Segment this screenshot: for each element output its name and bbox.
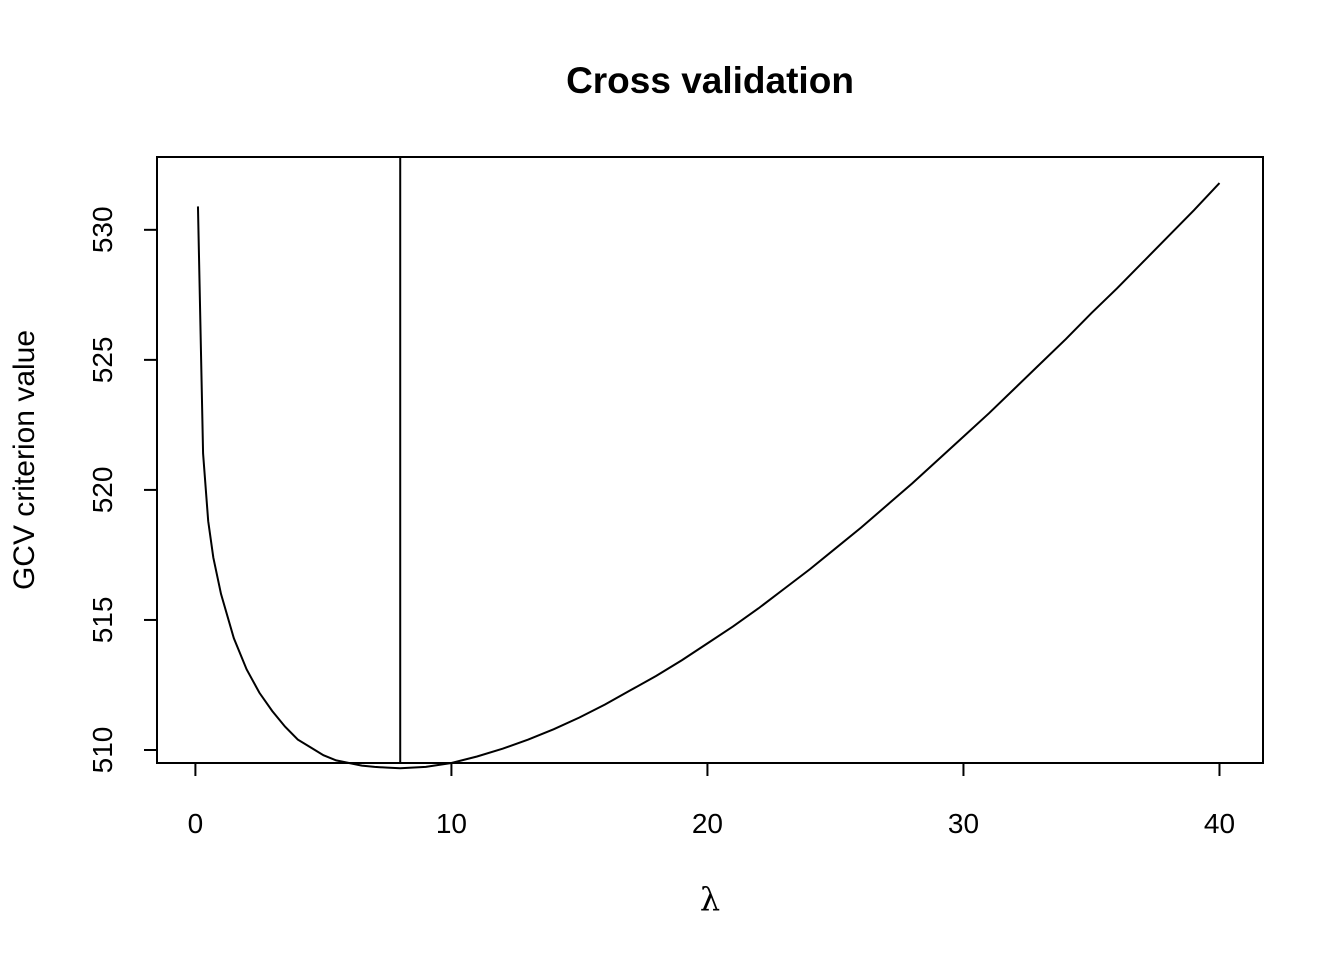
gcv-curve [196, 182, 1221, 770]
y-axis-label: GCV criterion value [8, 330, 41, 590]
series-layer [196, 182, 1221, 770]
x-tick-label: 0 [188, 808, 204, 839]
x-tick-label: 30 [948, 808, 979, 839]
x-axis: 0 10 20 30 40 [188, 762, 1235, 839]
y-tick-label: 510 [87, 727, 118, 774]
y-tick-label: 530 [87, 206, 118, 253]
chart-title: Cross validation [566, 60, 854, 101]
plot-frame [156, 156, 1264, 764]
y-tick-label: 520 [87, 467, 118, 514]
y-tick-label: 525 [87, 337, 118, 384]
y-axis: 510 515 520 525 530 [87, 206, 158, 774]
y-tick-label: 515 [87, 597, 118, 644]
x-axis-label: λ [700, 880, 720, 918]
x-tick-label: 10 [436, 808, 467, 839]
x-tick-label: 40 [1204, 808, 1235, 839]
x-tick-label: 20 [692, 808, 723, 839]
